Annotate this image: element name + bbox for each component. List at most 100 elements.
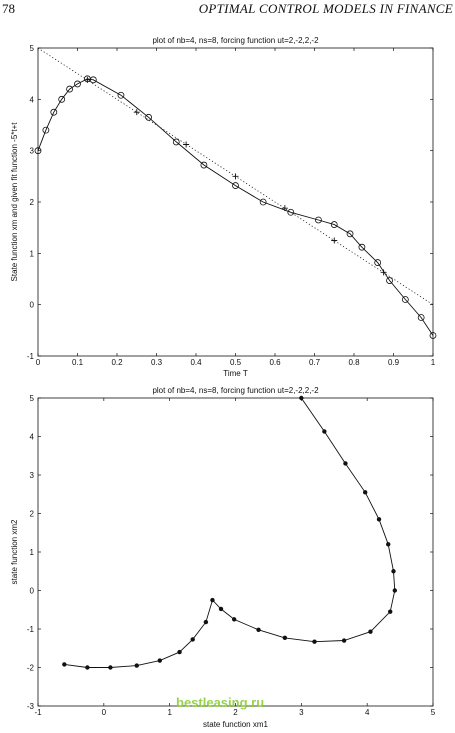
data-point-dot [108, 665, 113, 670]
chart-title: plot of nb=4, ns=8, forcing function ut=… [152, 36, 319, 45]
x-tick-label: 1 [431, 358, 436, 367]
data-point-circle [66, 85, 73, 93]
data-point-circle [50, 108, 58, 116]
data-point-dot [299, 395, 304, 401]
x-tick-label: 0.4 [190, 358, 202, 367]
data-point-dot [157, 658, 162, 663]
y-tick-label: -3 [27, 702, 35, 711]
x-tick-label: 0 [36, 358, 41, 367]
data-point-circle [145, 113, 153, 121]
x-tick-label: 0.8 [348, 358, 360, 367]
data-point-dot [386, 542, 391, 547]
fit-marker-plus [232, 173, 239, 180]
data-point-circle [117, 91, 125, 99]
y-tick-label: 5 [30, 44, 35, 53]
y-axis-label: state function xm2 [10, 519, 19, 584]
fit-marker-plus [331, 237, 338, 244]
fit-marker-plus [84, 76, 91, 83]
chart-title: plot of nb=4, ns=8, forcing function ut=… [152, 386, 319, 395]
data-point-dot [210, 597, 215, 603]
chart-top: plot of nb=4, ns=8, forcing function ut=… [10, 36, 437, 378]
data-point-circle [42, 126, 50, 134]
fit-marker-plus [380, 269, 387, 276]
x-tick-label: 0 [102, 708, 107, 717]
y-tick-label: 0 [30, 301, 35, 310]
series-line [64, 397, 396, 668]
page-number: 78 [2, 1, 15, 16]
series-line [37, 78, 434, 336]
y-axis-label: State function xm and given fit function… [10, 122, 19, 282]
y-tick-label: 2 [30, 198, 35, 207]
data-point-circle [34, 147, 42, 155]
y-tick-label: 0 [30, 587, 35, 596]
x-tick-label: -1 [34, 708, 42, 717]
x-tick-label: 2 [233, 708, 238, 717]
data-point-dot [343, 461, 348, 466]
x-tick-label: 4 [365, 708, 370, 717]
x-tick-label: 0.7 [309, 358, 321, 367]
data-point-dot [391, 569, 396, 574]
data-point-dot [256, 627, 261, 632]
y-tick-label: 1 [30, 548, 35, 557]
data-point-dot [177, 649, 182, 655]
data-point-dot [388, 609, 393, 614]
x-tick-label: 0.9 [388, 358, 400, 367]
data-point-dot [218, 606, 224, 612]
data-point-dot [62, 662, 67, 667]
x-tick-label: 5 [431, 708, 436, 717]
x-tick-label: 0.6 [269, 358, 281, 367]
data-point-circle [330, 221, 338, 228]
y-tick-label: 4 [30, 95, 35, 104]
data-point-circle [172, 138, 180, 146]
x-tick-label: 0.2 [111, 358, 123, 367]
x-tick-label: 0.1 [72, 358, 84, 367]
x-tick-label: 0.5 [230, 358, 242, 367]
x-tick-label: 1 [167, 708, 172, 717]
data-point-circle [386, 277, 393, 284]
data-point-circle [358, 243, 366, 251]
data-point-dot [203, 619, 209, 625]
data-point-circle [259, 198, 267, 206]
data-point-circle [417, 314, 425, 321]
data-point-dot [362, 490, 368, 495]
y-tick-label: -2 [27, 664, 35, 673]
data-point-circle [74, 80, 81, 88]
data-point-circle [315, 216, 322, 224]
watermark: bestleasing.ru [176, 695, 265, 710]
y-tick-label: 5 [30, 394, 35, 403]
y-tick-label: -1 [27, 352, 35, 361]
data-point-dot [190, 637, 195, 642]
page-header: 78 OPTIMAL CONTROL MODELS IN FINANCE [0, 0, 455, 22]
fit-marker-plus [183, 141, 190, 148]
running-head: OPTIMAL CONTROL MODELS IN FINANCE [198, 1, 453, 16]
y-tick-label: 3 [30, 471, 35, 480]
x-tick-label: 3 [299, 708, 304, 717]
y-tick-label: 3 [30, 147, 35, 156]
y-tick-label: 1 [30, 249, 35, 258]
data-point-dot [231, 617, 237, 622]
x-axis-label: Time T [223, 369, 248, 378]
data-point-dot [85, 665, 90, 670]
data-point-dot [282, 635, 288, 641]
x-axis-label: state function xm1 [203, 720, 268, 729]
fit-marker-plus [133, 109, 140, 116]
data-point-dot [341, 638, 347, 643]
fit-marker-plus [281, 205, 288, 212]
data-point-dot [376, 517, 382, 522]
data-point-circle [287, 208, 295, 216]
x-tick-label: 0.3 [151, 358, 163, 367]
plot-frame [37, 397, 434, 707]
y-tick-label: -1 [27, 625, 35, 634]
data-point-circle [58, 95, 66, 103]
data-point-circle [346, 230, 354, 238]
data-point-circle [401, 296, 409, 303]
data-point-dot [322, 429, 327, 434]
data-point-circle [200, 161, 208, 169]
data-point-dot [134, 663, 139, 668]
y-tick-label: 2 [30, 510, 35, 519]
y-tick-label: 4 [30, 433, 35, 442]
data-point-dot [392, 588, 398, 593]
data-point-circle [232, 182, 239, 189]
data-point-dot [312, 639, 317, 644]
